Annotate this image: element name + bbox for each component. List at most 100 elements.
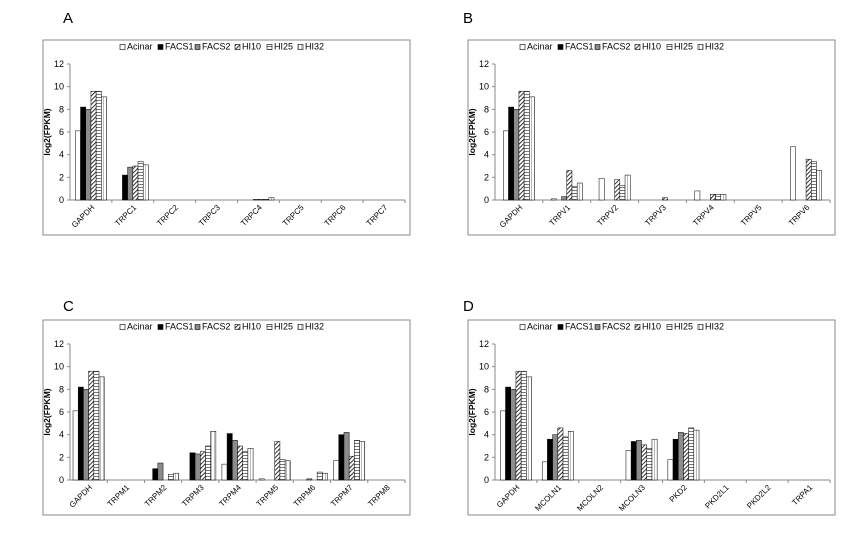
x-tick-label: TRPV1: [548, 203, 573, 228]
legend-swatch-hi32: [697, 324, 704, 330]
x-tick-label: TRPC5: [281, 203, 306, 228]
bar-gapdh-hi25: [523, 90, 530, 201]
bar-trpc4-facs2: [252, 199, 259, 201]
y-tick-label: 0: [59, 195, 64, 205]
legend-swatch-hi25: [666, 324, 673, 330]
x-tick-label: TRPC1: [113, 203, 138, 228]
bar-mcoln1-facs2: [552, 434, 559, 481]
bar-trpv4-hi32: [720, 194, 727, 201]
legend-swatch-hi32: [697, 44, 704, 50]
x-tick-label: MCOLN2: [575, 483, 605, 513]
bar-trpm7-facs1: [338, 434, 345, 481]
legend-swatch-hi10: [234, 324, 241, 330]
chart-a: Acinar FACS1 FACS2 HI10 HI25 HI32 0 2 4 6 8 10 12 log…: [42, 39, 411, 236]
bar-gapdh-facs1: [77, 386, 84, 481]
bar-trpv4-acinar: [694, 190, 701, 201]
bar-trpv2-hi32: [624, 174, 631, 201]
panel-c: C Acinar FACS1 FACS2 HI10 HI25 HI32 0 2 4 6 8 10 12 l…: [0, 274, 425, 549]
bar-trpm4-acinar: [221, 463, 228, 481]
bar-trpv1-acinar: [550, 198, 557, 201]
bar-mcoln3-hi25: [646, 448, 653, 481]
bar-trpv4-hi25: [715, 194, 722, 201]
bar-trpm7-hi32: [359, 441, 366, 481]
x-tick-label: TRPV5: [739, 203, 764, 228]
legend-swatch-facs1: [557, 324, 564, 330]
chart-b: Acinar FACS1 FACS2 HI10 HI25 HI32 0 2 4 6 8 10 12 log…: [467, 39, 836, 236]
legend-swatch-facs2: [594, 324, 601, 330]
legend-swatch-acinar: [519, 44, 526, 50]
y-tick-label: 10: [54, 362, 64, 372]
x-tick-label: GAPDH: [68, 483, 95, 510]
panel-letter: A: [63, 10, 74, 27]
bar-trpv1-hi32: [576, 182, 583, 201]
bar-trpm5-hi10: [274, 441, 281, 481]
x-tick-label: TRPM3: [180, 483, 206, 509]
x-tick-label: TRPM2: [143, 483, 169, 509]
legend-label-facs2: FACS2: [202, 322, 231, 332]
bar-trpv1-hi25: [571, 186, 578, 201]
bar-mcoln1-hi10: [557, 427, 564, 481]
y-tick-label: 10: [479, 82, 489, 92]
bar-trpm7-facs2: [343, 432, 350, 481]
x-tick-label: MCOLN1: [533, 483, 563, 513]
y-tick-label: 6: [484, 127, 489, 137]
bar-mcoln3-facs1: [630, 441, 637, 481]
bar-trpc1-facs2: [127, 166, 134, 201]
y-tick-label: 8: [59, 104, 64, 114]
bar-gapdh-facs2: [513, 109, 520, 201]
bar-trpm4-facs1: [226, 433, 233, 481]
legend-swatch-acinar: [119, 44, 126, 50]
bar-trpv1-hi10: [566, 170, 573, 201]
x-tick-label: PKD2: [668, 483, 690, 505]
legend-label-hi10: HI10: [642, 322, 661, 332]
bar-trpm6-hi25: [316, 471, 323, 481]
legend-label-hi32: HI32: [305, 42, 324, 52]
legend-swatch-hi25: [266, 44, 273, 50]
bar-gapdh-hi25: [520, 370, 527, 481]
legend-label-hi10: HI10: [642, 42, 661, 52]
y-tick-label: 2: [59, 172, 64, 182]
bar-mcoln1-hi32: [567, 431, 574, 481]
bar-pkd2-facs1: [672, 438, 679, 481]
bar-trpv2-hi25: [619, 185, 626, 201]
bar-gapdh-facs2: [85, 109, 92, 201]
bar-trpm7-hi25: [354, 440, 360, 481]
bar-gapdh-acinar: [75, 130, 81, 201]
bar-trpc4-hi10: [258, 199, 264, 201]
x-tick-label: PKD2L2: [745, 483, 773, 511]
y-tick-label: 2: [59, 452, 64, 462]
y-tick-label: 6: [59, 407, 64, 417]
x-tick-label: TRPV4: [691, 203, 716, 228]
bar-trpm4-hi32: [247, 448, 254, 481]
x-tick-label: GAPDH: [495, 483, 522, 510]
legend-label-hi25: HI25: [274, 42, 293, 52]
chart-frame: [42, 39, 411, 236]
x-tick-label: TRPM5: [255, 483, 281, 509]
legend-label-facs1: FACS1: [165, 322, 194, 332]
panel-a: A Acinar FACS1 FACS2 HI10 HI25 HI32 0 2 4 6 8 10 12 l…: [0, 0, 425, 275]
y-tick-label: 6: [59, 127, 64, 137]
bar-trpm6-hi32: [322, 472, 328, 481]
bar-gapdh-acinar: [503, 130, 509, 201]
bar-trpm4-hi10: [237, 445, 243, 481]
x-tick-label: MCOLN3: [617, 483, 647, 513]
x-tick-label: TRPC3: [197, 203, 222, 228]
bar-pkd2-hi32: [693, 429, 700, 481]
legend-swatch-facs1: [157, 324, 164, 330]
bar-trpm3-facs1: [189, 452, 196, 481]
legend-swatch-facs1: [157, 44, 164, 50]
legend-label-hi32: HI32: [705, 322, 724, 332]
legend-label-hi10: HI10: [242, 42, 261, 52]
bar-gapdh-facs1: [508, 106, 514, 201]
bar-trpm3-facs2: [194, 453, 201, 481]
y-axis-label: log2(FPKM): [467, 388, 477, 435]
bar-trpm3-hi32: [210, 431, 217, 481]
chart-frame: [467, 39, 836, 236]
bar-gapdh-facs1: [80, 106, 86, 201]
bar-trpc4-hi32: [268, 197, 275, 201]
x-tick-label: TRPM6: [292, 483, 318, 509]
legend-swatch-facs1: [557, 44, 564, 50]
x-tick-label: TRPM1: [106, 483, 132, 509]
y-tick-label: 2: [484, 172, 489, 182]
bar-trpm7-acinar: [333, 460, 340, 481]
